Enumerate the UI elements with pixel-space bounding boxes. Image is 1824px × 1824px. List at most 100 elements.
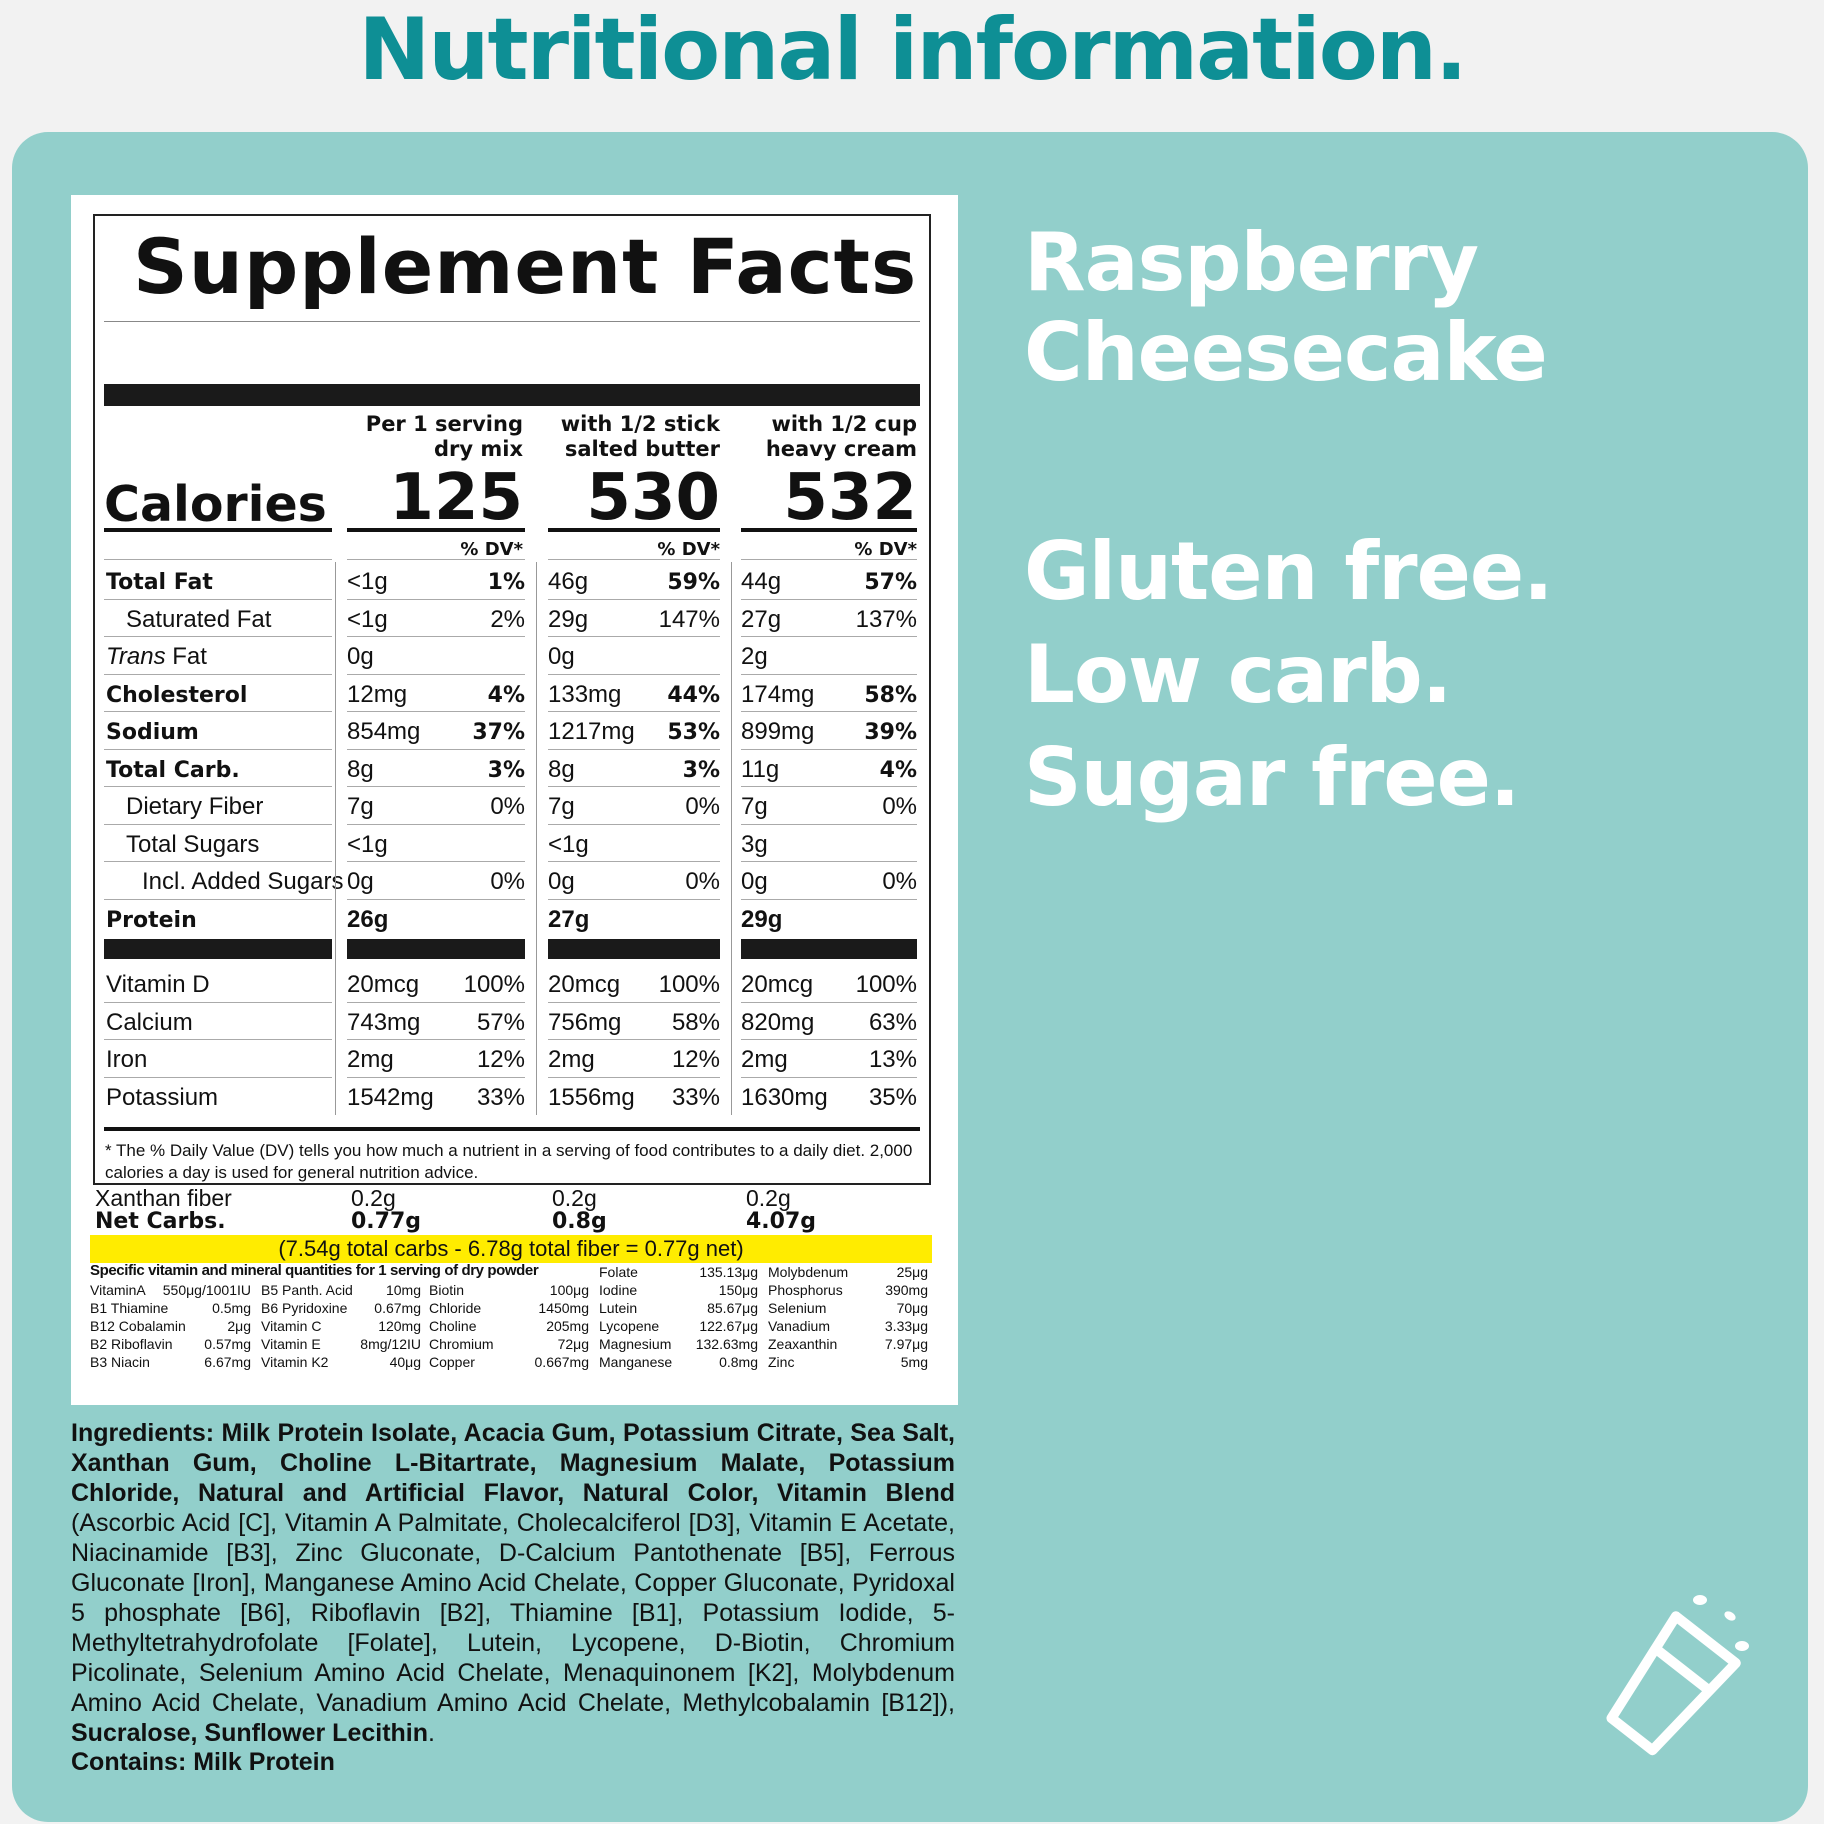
row-divider: [347, 1001, 525, 1003]
vitamin-row: Potassium 1542mg 33% 1556mg 33% 1630mg 35%: [95, 1078, 933, 1115]
nutrient-quantity: 135.13μg: [699, 1264, 758, 1280]
nutrient-quantity: 7.97μg: [884, 1336, 928, 1352]
nutrient-amount: 46g: [548, 568, 589, 595]
nutrient-quantity: 0.667mg: [534, 1354, 589, 1370]
row-divider: [347, 823, 525, 825]
nutrient-amount: 174mg: [741, 680, 815, 708]
nutrient-quantity: 550μg/1001IU: [162, 1282, 251, 1298]
nutrient-name: Total Sugars: [126, 830, 260, 858]
calories-dry-mix: 125: [389, 461, 523, 535]
row-divider: [741, 786, 917, 787]
nutrient-quantity: 0.57mg: [204, 1336, 251, 1352]
nutrient-quantity: 0.8mg: [719, 1354, 758, 1370]
row-divider: [104, 598, 332, 600]
nutrient-name: Cholesterol: [106, 682, 248, 708]
nutrient-quantity: 40μg: [389, 1354, 421, 1370]
row-divider: [741, 1076, 917, 1078]
nutrient-quantity: 0.67mg: [374, 1300, 421, 1316]
nutrient-name: Sodium: [106, 720, 199, 745]
row-divider: [347, 786, 525, 787]
vitamin-dv: 33%: [671, 1083, 720, 1111]
nutrient-quantity: 122.67μg: [699, 1318, 758, 1334]
vitamin-amount: 2mg: [548, 1046, 595, 1073]
nutrient-amount: <1g: [548, 830, 589, 858]
row-divider: [347, 673, 525, 675]
nutrient-dv: 58%: [864, 682, 917, 708]
row-divider: [104, 1039, 332, 1040]
nutrient-quantity: 1450mg: [538, 1300, 589, 1316]
net-carbs-value: 0.77g: [351, 1209, 422, 1234]
net-carbs-label: Net Carbs.: [95, 1209, 226, 1234]
nutrient-quantity: 390mg: [885, 1282, 928, 1298]
nutrient-row: Trans Fat 0g 0g 2g: [95, 637, 933, 674]
nutrient-amount: 27g: [741, 605, 782, 633]
row-divider: [741, 559, 917, 560]
nutrient-amount: 12mg: [347, 680, 408, 708]
vitamin-amount: 20mcg: [347, 971, 420, 998]
nutrient-name: Zeaxanthin: [768, 1336, 838, 1352]
vitamin-amount: 20mcg: [741, 971, 814, 998]
nutrient-quantity: 100μg: [549, 1282, 589, 1298]
nutrient-amount: 0g: [548, 643, 575, 670]
vitamin-dv: 63%: [868, 1008, 917, 1036]
vitamin-dv: 33%: [476, 1083, 525, 1111]
xanthan-fiber-label: Xanthan fiber: [95, 1185, 232, 1211]
nutrient-name: Phosphorus: [768, 1282, 843, 1298]
nutrient-quantity: 85.67μg: [707, 1300, 758, 1316]
nutrient-dv: 4%: [879, 757, 917, 783]
nutrient-name: B2 Riboflavin: [90, 1336, 173, 1352]
nutrient-dv: 59%: [667, 570, 720, 595]
section-bar: [741, 939, 917, 959]
nutrient-dv: 4%: [487, 682, 525, 708]
vitamin-dv: 100%: [658, 971, 720, 998]
nutrient-name: Incl. Added Sugars: [142, 868, 344, 895]
nutrient-name: Total Carb.: [106, 757, 240, 783]
vitamin-name: Calcium: [106, 1008, 193, 1036]
nutrient-amount: 899mg: [741, 718, 815, 745]
nutrient-amount: <1g: [347, 830, 388, 858]
nutrient-dv: 147%: [658, 605, 720, 633]
column-divider: [536, 562, 537, 1115]
nutrient-name: Lutein: [599, 1300, 638, 1316]
vitamin-row: Iron 2mg 12% 2mg 12% 2mg 13%: [95, 1040, 933, 1077]
net-carbs-value: 0.8g: [552, 1209, 607, 1234]
row-divider: [104, 823, 332, 825]
row-divider: [104, 748, 332, 750]
vitamin-name: Potassium: [106, 1083, 219, 1111]
nutrient-dv: 53%: [667, 720, 720, 745]
row-divider: [548, 748, 720, 750]
nutrient-name: Choline: [429, 1318, 477, 1334]
row-divider: [347, 711, 525, 712]
nutrient-dv: 39%: [864, 720, 917, 745]
vitamin-amount: 1556mg: [548, 1083, 635, 1111]
nutrient-dv: 0%: [882, 793, 917, 820]
calories-underline: [347, 528, 525, 532]
row-divider: [347, 636, 525, 637]
nutrient-dv: 0%: [490, 868, 525, 895]
dv-header: % DV*: [854, 539, 917, 560]
nutrient-name: B12 Cobalamin: [90, 1318, 186, 1334]
nutrient-name: Vitamin C: [261, 1318, 322, 1334]
vitamin-table-heading: Specific vitamin and mineral quantities …: [90, 1262, 539, 1279]
nutrient-name: Magnesium: [599, 1336, 672, 1352]
row-divider: [741, 711, 917, 712]
ingredients-text: Ingredients: Milk Protein Isolate, Acaci…: [71, 1419, 955, 1747]
calories-cream: 532: [783, 461, 917, 535]
row-divider: [548, 598, 720, 600]
section-bar: [548, 939, 720, 959]
nutrient-dv: 0%: [685, 868, 720, 895]
nutrient-row: Total Carb. 8g 3% 8g 3% 11g 4%: [95, 750, 933, 787]
row-divider: [347, 559, 525, 560]
nutrient-name: Copper: [429, 1354, 475, 1370]
nutrient-amount: 3g: [741, 830, 768, 858]
nutrient-name: Protein: [106, 907, 197, 933]
row-divider: [104, 559, 332, 560]
nutrient-amount: 0g: [347, 643, 374, 670]
claim-low-carb: Low carb.: [1024, 628, 1452, 721]
row-divider: [548, 711, 720, 712]
nutrient-amount: 8g: [548, 755, 575, 783]
row-divider: [347, 898, 525, 900]
nutrient-dv: 3%: [682, 757, 720, 783]
nutrient-amount: 7g: [548, 793, 575, 820]
nutrient-quantity: 0.5mg: [212, 1300, 251, 1316]
